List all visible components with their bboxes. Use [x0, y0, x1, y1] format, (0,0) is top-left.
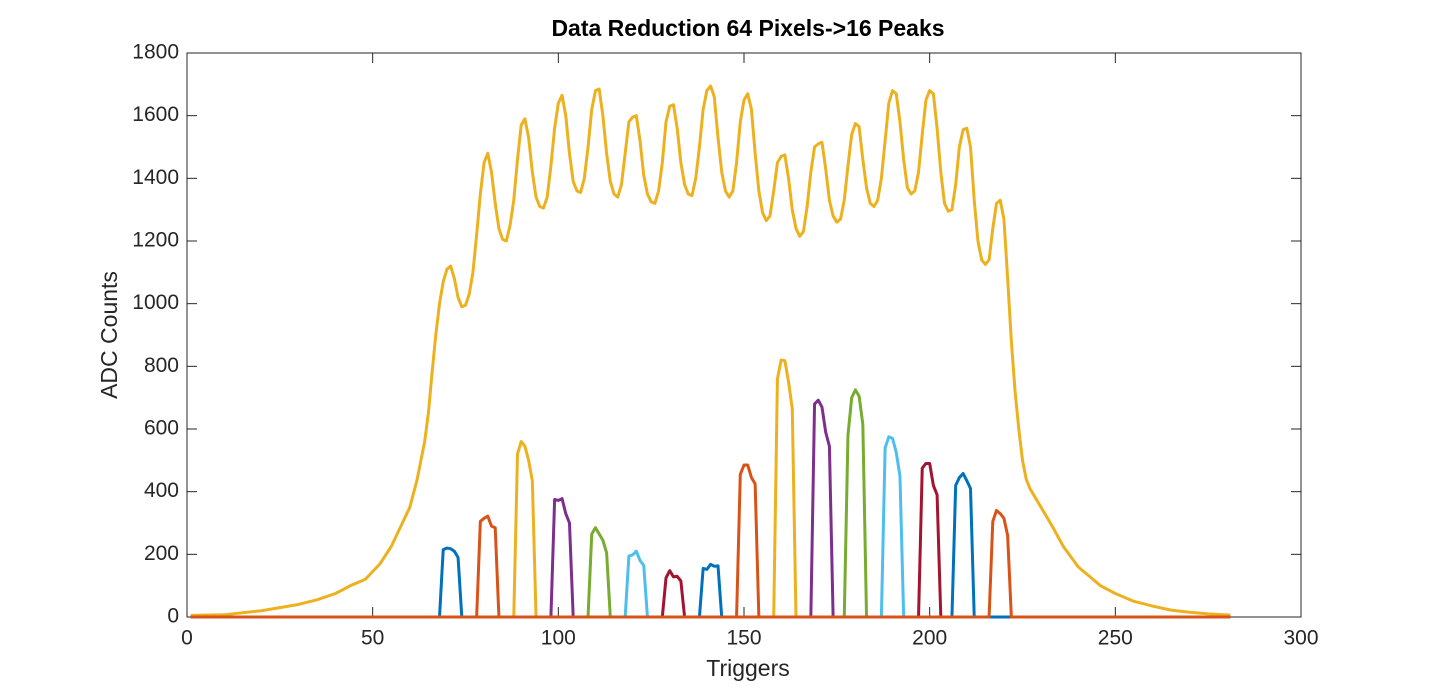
- y-tick-label: 800: [144, 354, 179, 377]
- x-axis-label: Triggers: [706, 655, 790, 681]
- series-line: [190, 358, 1231, 619]
- x-tick-label: 50: [361, 627, 384, 650]
- y-tick-label: 200: [144, 542, 179, 565]
- x-tick-label: 0: [181, 627, 193, 650]
- y-tick-label: 0: [167, 605, 179, 628]
- x-tick-label: 300: [1283, 627, 1318, 650]
- y-axis-label: ADC Counts: [96, 271, 122, 399]
- series-line: [190, 461, 1231, 619]
- series-line: [190, 398, 1231, 619]
- series-line: [190, 435, 1231, 619]
- series-line: [190, 508, 1231, 619]
- series-line: [190, 549, 1231, 619]
- y-tick-label: 600: [144, 417, 179, 440]
- series-line: [190, 440, 1231, 619]
- series-line: [190, 84, 1231, 617]
- y-tick-label: 1200: [132, 229, 179, 252]
- series-line: [190, 471, 1231, 619]
- y-tick-label: 1000: [132, 291, 179, 314]
- x-tick-label: 100: [541, 627, 576, 650]
- series-line: [190, 569, 1231, 619]
- x-tick-label: 150: [726, 627, 761, 650]
- chart-title: Data Reduction 64 Pixels->16 Peaks: [551, 15, 944, 41]
- series-line: [190, 463, 1231, 619]
- y-tick-label: 1800: [132, 41, 179, 64]
- y-tick-label: 1400: [132, 166, 179, 189]
- series-line: [190, 388, 1231, 619]
- series-line: [190, 514, 1231, 619]
- x-tick-label: 250: [1098, 627, 1133, 650]
- y-tick-label: 1600: [132, 103, 179, 126]
- series-line: [190, 526, 1231, 619]
- x-tick-label: 200: [912, 627, 947, 650]
- y-tick-label: 400: [144, 479, 179, 502]
- series-line: [190, 562, 1231, 619]
- series-line: [190, 497, 1231, 619]
- series-line: [190, 546, 1231, 619]
